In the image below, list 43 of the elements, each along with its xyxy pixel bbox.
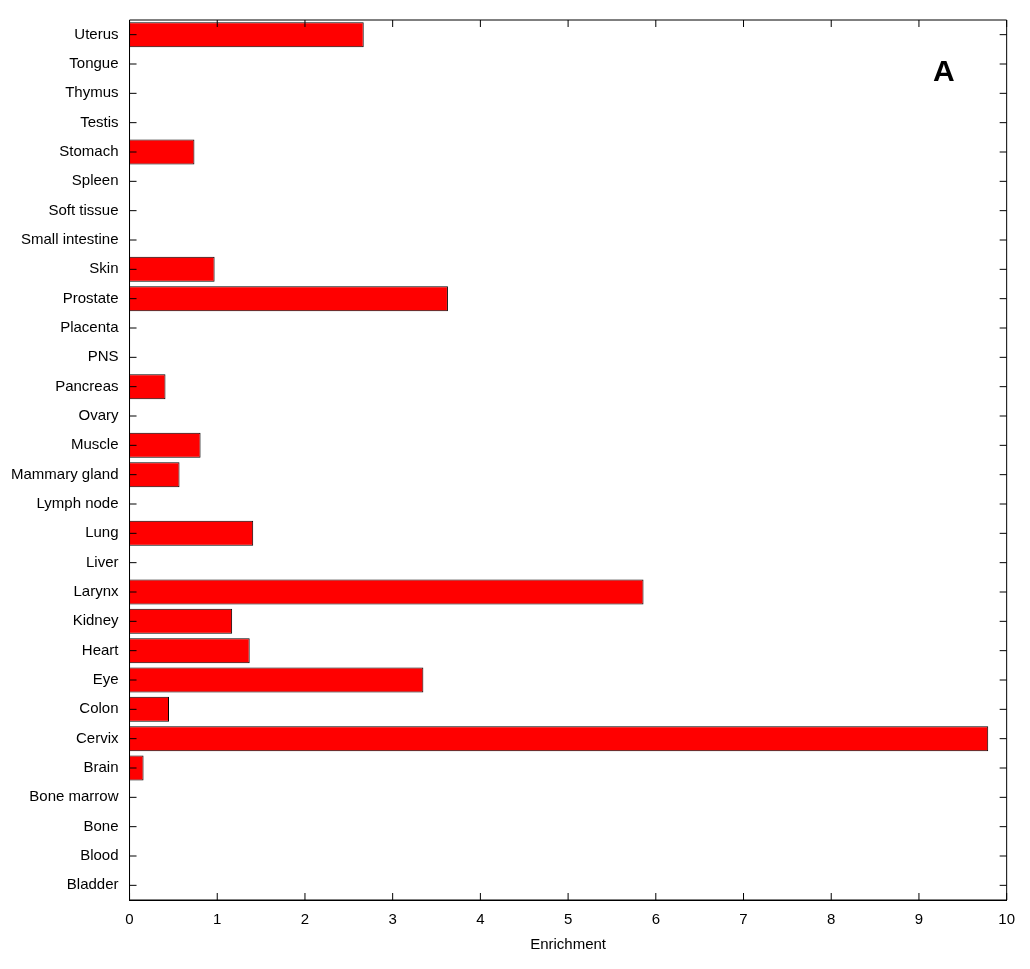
y-tick-label: PNS: [87, 347, 119, 365]
y-tick-label: Lymph node: [36, 494, 119, 512]
y-tick-label: Brain: [83, 758, 119, 776]
y-tick-label: Pancreas: [55, 376, 119, 394]
y-tick-label: Colon: [79, 699, 119, 717]
y-tick-label: Heart: [81, 640, 120, 658]
y-tick-label: Ovary: [78, 406, 120, 424]
y-tick-label: Spleen: [71, 171, 119, 189]
y-tick-label: Larynx: [73, 582, 120, 600]
y-tick-label: Placenta: [60, 318, 120, 336]
annotation: A: [932, 54, 955, 88]
y-tick-label: Skin: [89, 259, 119, 277]
y-tick-label: Muscle: [71, 435, 119, 453]
x-tick-label: 6: [651, 910, 660, 928]
y-tick-label: Lung: [85, 523, 119, 541]
y-tick-label: Tongue: [69, 54, 119, 72]
x-tick-label: 1: [213, 910, 222, 928]
x-tick-label: 5: [563, 910, 573, 928]
y-tick-label: Small intestine: [20, 230, 119, 248]
y-tick-label: Eye: [92, 670, 119, 688]
y-tick-label: Stomach: [59, 142, 119, 160]
y-tick-label: Kidney: [72, 611, 120, 629]
x-tick-label: 9: [914, 910, 924, 928]
x-tick-label: 7: [739, 910, 748, 928]
y-tick-label: Thymus: [65, 83, 119, 101]
x-tick-label: 4: [476, 910, 485, 928]
x-tick-label: 8: [827, 910, 836, 928]
y-tick-label: Bone: [83, 816, 119, 834]
y-tick-label: Liver: [86, 552, 119, 570]
y-tick-label: Soft tissue: [48, 200, 119, 218]
y-tick-label: Bone marrow: [29, 787, 119, 805]
y-tick-label: Testis: [80, 112, 119, 130]
x-tick-label: 2: [300, 910, 310, 928]
y-tick-label: Bladder: [66, 875, 119, 893]
y-tick-label: Blood: [80, 846, 119, 864]
y-tick-label: Cervix: [76, 728, 120, 746]
y-tick-label: Uterus: [74, 24, 119, 42]
y-tick-label: Prostate: [62, 288, 119, 306]
x-tick-label: 3: [388, 910, 397, 928]
x-tick-label: 0: [125, 910, 134, 928]
y-tick-label: Mammary gland: [10, 464, 119, 482]
x-tick-label: 10: [998, 910, 1015, 928]
x-axis-title: Enrichment: [530, 935, 607, 953]
